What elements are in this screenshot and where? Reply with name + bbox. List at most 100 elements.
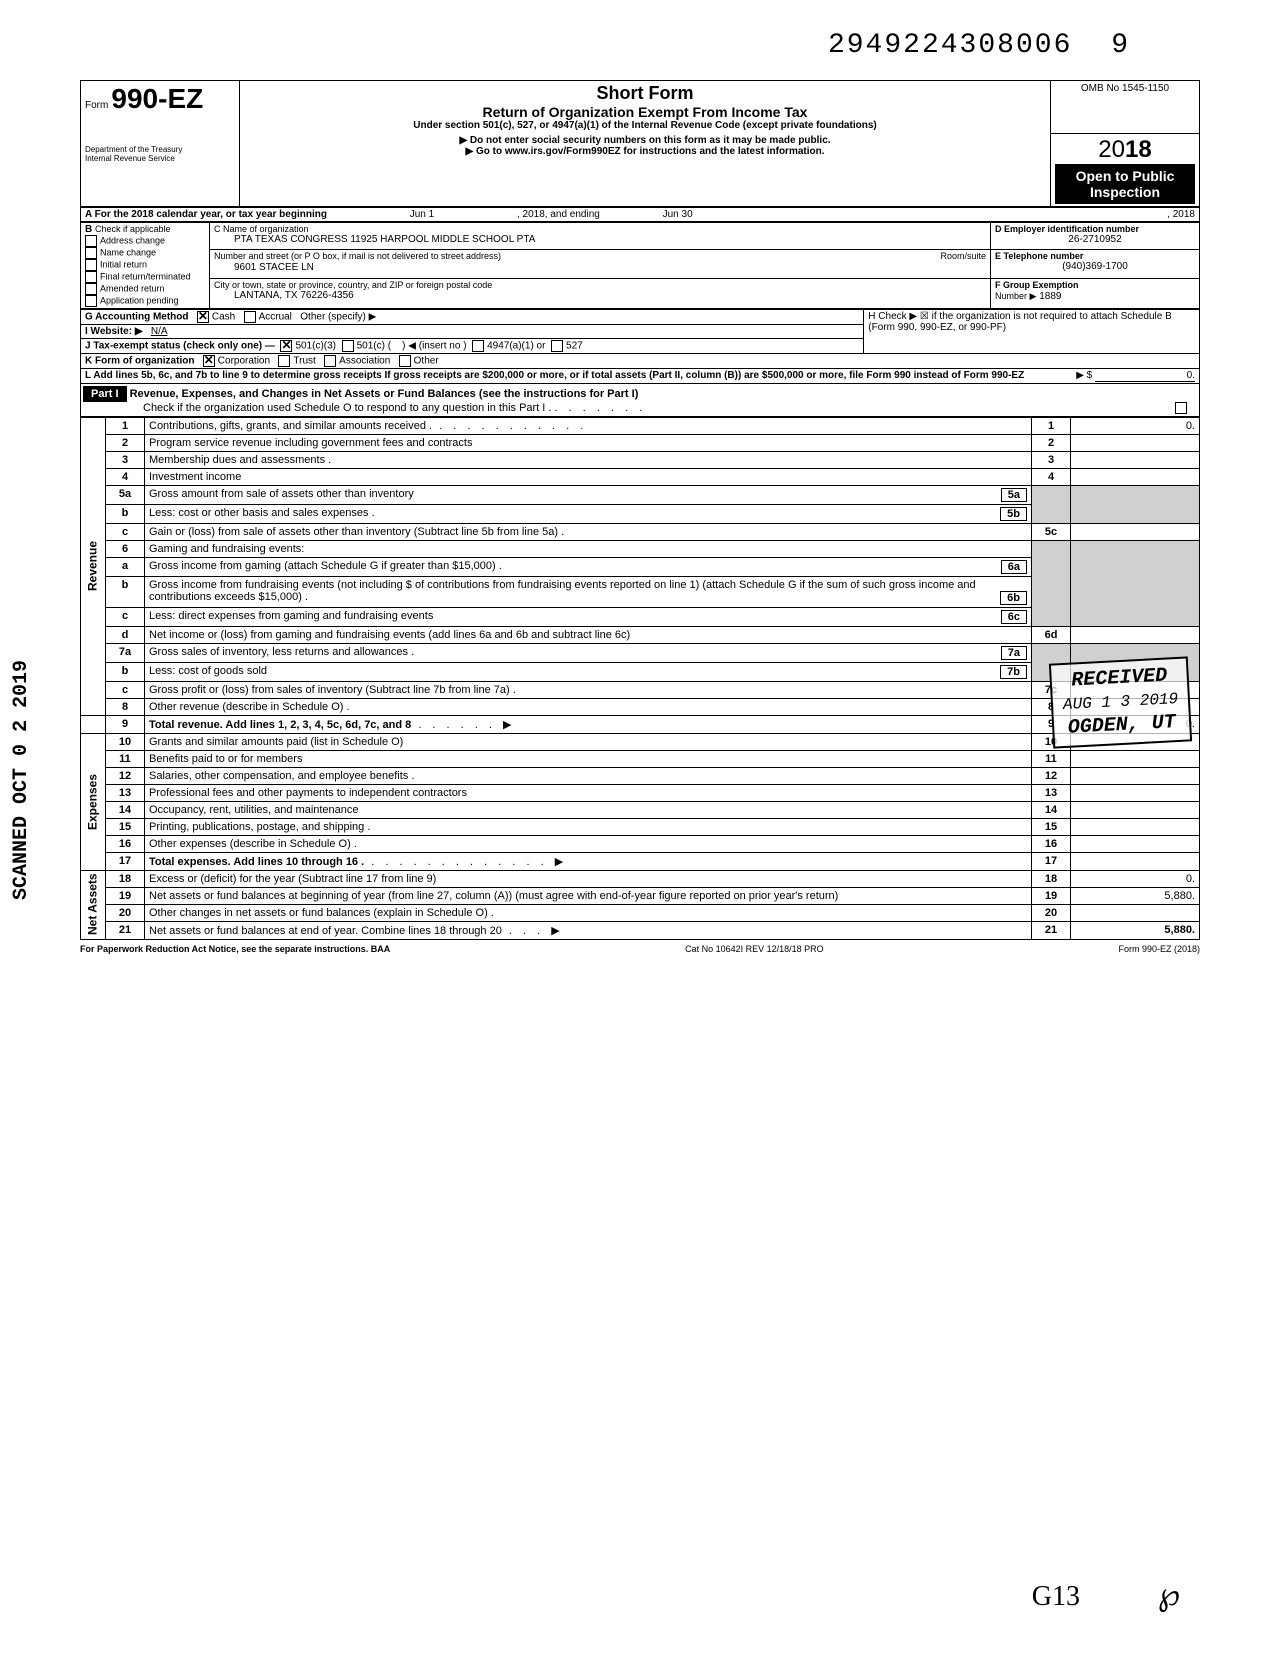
checkbox-application-pending[interactable] <box>85 295 97 307</box>
ghijk-block: G Accounting Method Cash Accrual Other (… <box>80 309 1200 384</box>
open-public-badge: Open to Public Inspection <box>1055 164 1195 204</box>
line-a: A For the 2018 calendar year, or tax yea… <box>80 207 1200 222</box>
line-j-label: J Tax-exempt status (check only one) — <box>85 340 275 351</box>
line-16-value <box>1071 835 1200 852</box>
line-5c-value <box>1071 523 1200 540</box>
main-title: Return of Organization Exempt From Incom… <box>244 104 1046 120</box>
info-grid: B Check if applicable Address change Nam… <box>80 222 1200 309</box>
line-12-value <box>1071 767 1200 784</box>
tax-year-mid: , 2018, and ending <box>517 209 600 220</box>
goto-notice: ▶ Go to www.irs.gov/Form990EZ for instru… <box>244 146 1046 157</box>
line-l-arrow: ▶ $ <box>1076 370 1092 381</box>
part-i-label: Part I <box>83 386 127 402</box>
website-value: N/A <box>151 326 168 337</box>
checkbox-corporation[interactable] <box>203 355 215 367</box>
line-20-value <box>1071 904 1200 921</box>
dept-irs: Internal Revenue Service <box>85 154 235 163</box>
line-11-value <box>1071 750 1200 767</box>
tax-year: 2018 <box>1055 136 1195 164</box>
checkbox-other-org[interactable] <box>399 355 411 367</box>
checkbox-501c3[interactable] <box>280 340 292 352</box>
tax-year-endyear: , 2018 <box>1167 209 1195 220</box>
omb-number: OMB No 1545-1150 <box>1055 83 1195 94</box>
line-h-text: H Check ▶ ☒ if the organization is not r… <box>868 311 1172 333</box>
line-18-value: 0. <box>1071 870 1200 887</box>
checkbox-initial-return[interactable] <box>85 259 97 271</box>
checkbox-final-return[interactable] <box>85 271 97 283</box>
form-page: 2949224308006 9 SCANNED OCT 0 2 2019 For… <box>0 0 1280 1653</box>
box-e-label: E Telephone number <box>995 251 1195 261</box>
handwritten-note: G13 <box>1032 1581 1080 1613</box>
street-address: 9601 STACEE LN <box>214 262 986 273</box>
header-block: Form 990-EZ Department of the Treasury I… <box>80 80 1200 207</box>
checkbox-association[interactable] <box>324 355 336 367</box>
checkbox-4947[interactable] <box>472 340 484 352</box>
footer-left: For Paperwork Reduction Act Notice, see … <box>80 944 390 954</box>
box-f-label: F Group Exemption <box>995 280 1079 290</box>
ssn-notice: ▶ Do not enter social security numbers o… <box>244 135 1046 146</box>
expenses-side-label: Expenses <box>81 733 106 870</box>
line-19-value: 5,880. <box>1071 887 1200 904</box>
checkbox-amended-return[interactable] <box>85 283 97 295</box>
dln-suffix: 9 <box>1111 30 1130 61</box>
handwritten-initial: ℘ <box>1158 1575 1180 1613</box>
group-exemption-value: 1889 <box>1039 291 1061 302</box>
checkbox-address-change[interactable] <box>85 235 97 247</box>
tax-year-begin: Jun 1 <box>410 209 434 220</box>
box-b-letter: B <box>85 224 92 235</box>
line-l-value: 0. <box>1095 370 1195 382</box>
dept-treasury: Department of the Treasury <box>85 145 235 154</box>
footer-mid: Cat No 10642I REV 12/18/18 PRO <box>685 944 824 954</box>
line-l-text: L Add lines 5b, 6c, and 7b to line 9 to … <box>85 370 1024 381</box>
line-i-label: I Website: ▶ <box>85 326 143 337</box>
checkbox-accrual[interactable] <box>244 311 256 323</box>
box-b-check: Check if applicable <box>95 224 171 234</box>
org-name: PTA TEXAS CONGRESS 11925 HARPOOL MIDDLE … <box>214 234 986 245</box>
phone-value: (940)369-1700 <box>995 261 1195 272</box>
revenue-side-label: Revenue <box>81 417 106 715</box>
city-value: LANTANA, TX 76226-4356 <box>214 290 986 301</box>
line-3-value <box>1071 451 1200 468</box>
line-a-label: A For the 2018 calendar year, or tax yea… <box>85 209 327 220</box>
line-17-value <box>1071 852 1200 870</box>
checkbox-schedule-o[interactable] <box>1175 402 1187 414</box>
form-prefix: Form <box>85 100 108 111</box>
part-i-header-row: Part I Revenue, Expenses, and Changes in… <box>80 384 1200 417</box>
checkbox-501c[interactable] <box>342 340 354 352</box>
line-21-value: 5,880. <box>1071 921 1200 939</box>
line-1-value: 0. <box>1071 417 1200 434</box>
lines-table: Revenue 1 Contributions, gifts, grants, … <box>80 417 1200 940</box>
received-stamp: RECEIVED AUG 1 3 2019 OGDEN, UT <box>1049 656 1192 748</box>
part-i-check-text: Check if the organization used Schedule … <box>143 402 551 414</box>
short-form-title: Short Form <box>244 83 1046 104</box>
line-2-value <box>1071 434 1200 451</box>
box-d-label: D Employer identification number <box>995 224 1195 234</box>
line-13-value <box>1071 784 1200 801</box>
other-specify: Other (specify) ▶ <box>300 311 376 322</box>
tax-year-end: Jun 30 <box>663 209 693 220</box>
form-number: 990-EZ <box>111 83 203 114</box>
part-i-title: Revenue, Expenses, and Changes in Net As… <box>130 388 639 400</box>
line-14-value <box>1071 801 1200 818</box>
checkbox-trust[interactable] <box>278 355 290 367</box>
dln-stamp: 2949224308006 9 <box>828 30 1130 61</box>
checkbox-527[interactable] <box>551 340 563 352</box>
line-15-value <box>1071 818 1200 835</box>
under-section: Under section 501(c), 527, or 4947(a)(1)… <box>244 120 1046 131</box>
line-6d-value <box>1071 626 1200 643</box>
line-k-label: K Form of organization <box>85 355 194 366</box>
checkbox-name-change[interactable] <box>85 247 97 259</box>
addr-label: Number and street (or P O box, if mail i… <box>214 251 501 261</box>
footer-right: Form 990-EZ (2018) <box>1118 944 1200 954</box>
checkbox-cash[interactable] <box>197 311 209 323</box>
box-f-label2: Number ▶ <box>995 291 1036 301</box>
dln-main: 2949224308006 <box>828 30 1072 61</box>
netassets-side-label: Net Assets <box>81 870 106 939</box>
box-c-label: C Name of organization <box>214 224 986 234</box>
ein-value: 26-2710952 <box>995 234 1195 245</box>
room-label: Room/suite <box>940 251 986 261</box>
scanned-stamp: SCANNED OCT 0 2 2019 <box>10 660 33 900</box>
city-label: City or town, state or province, country… <box>214 280 986 290</box>
line-4-value <box>1071 468 1200 485</box>
line-g-label: G Accounting Method <box>85 311 189 322</box>
